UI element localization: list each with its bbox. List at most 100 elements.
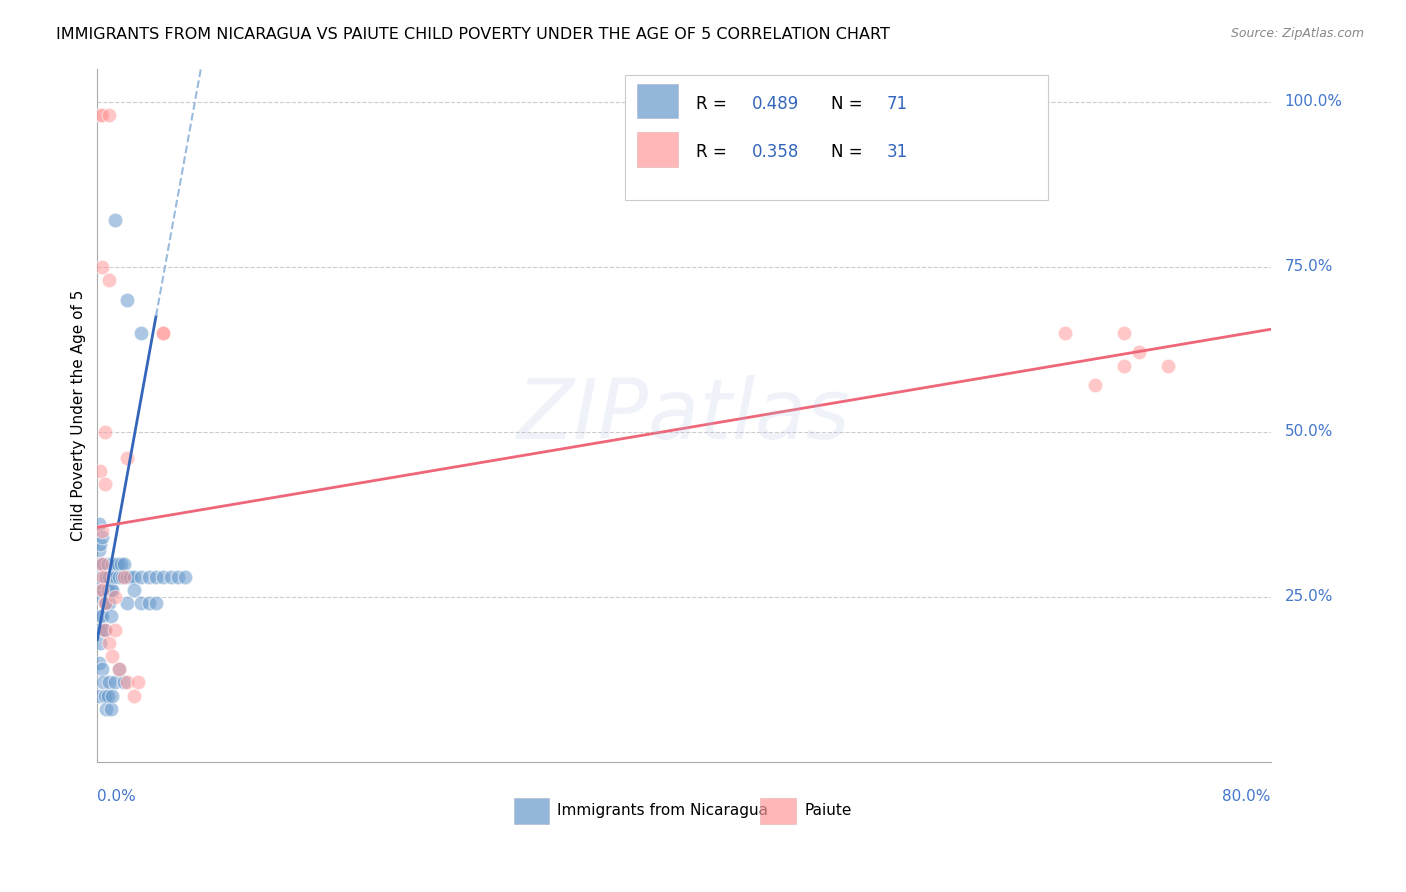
Text: Source: ZipAtlas.com: Source: ZipAtlas.com — [1230, 27, 1364, 40]
Point — [98, 675, 121, 690]
Point — [103, 570, 125, 584]
Text: 0.358: 0.358 — [752, 144, 800, 161]
Point — [93, 623, 115, 637]
Point — [90, 576, 112, 591]
Point — [89, 464, 111, 478]
Text: IMMIGRANTS FROM NICARAGUA VS PAIUTE CHILD POVERTY UNDER THE AGE OF 5 CORRELATION: IMMIGRANTS FROM NICARAGUA VS PAIUTE CHIL… — [56, 27, 890, 42]
Point — [138, 570, 160, 584]
Point — [90, 530, 112, 544]
Point — [97, 557, 120, 571]
Point — [111, 570, 134, 584]
Point — [87, 543, 110, 558]
Point — [94, 702, 117, 716]
Text: N =: N = — [831, 144, 868, 161]
Point — [152, 326, 174, 340]
Text: 80.0%: 80.0% — [1222, 789, 1271, 805]
Point — [87, 570, 110, 584]
Point — [101, 648, 124, 663]
Point — [1084, 378, 1107, 392]
Point — [87, 689, 110, 703]
Y-axis label: Child Poverty Under the Age of 5: Child Poverty Under the Age of 5 — [72, 289, 86, 541]
Point — [112, 570, 135, 584]
FancyBboxPatch shape — [626, 76, 1047, 200]
Point — [101, 689, 124, 703]
Point — [93, 596, 115, 610]
Point — [1112, 326, 1135, 340]
Point — [159, 570, 181, 584]
FancyBboxPatch shape — [761, 797, 796, 824]
Point — [100, 702, 122, 716]
Point — [90, 662, 112, 676]
Point — [104, 623, 127, 637]
Point — [152, 326, 174, 340]
Point — [98, 570, 121, 584]
Point — [131, 570, 153, 584]
Text: 50.0%: 50.0% — [1285, 424, 1333, 439]
Point — [94, 596, 117, 610]
Point — [98, 596, 121, 610]
Point — [107, 557, 129, 571]
Point — [115, 570, 138, 584]
FancyBboxPatch shape — [515, 797, 550, 824]
Text: 100.0%: 100.0% — [1285, 94, 1343, 109]
Point — [112, 675, 135, 690]
Text: Immigrants from Nicaragua: Immigrants from Nicaragua — [557, 803, 768, 818]
Point — [87, 516, 110, 531]
Text: 31: 31 — [887, 144, 908, 161]
Point — [89, 537, 111, 551]
Point — [118, 570, 141, 584]
Point — [167, 570, 190, 584]
Point — [100, 609, 122, 624]
Text: 0.489: 0.489 — [752, 95, 800, 113]
Point — [1112, 359, 1135, 373]
Point — [91, 675, 114, 690]
Point — [1128, 345, 1150, 359]
Text: R =: R = — [696, 95, 731, 113]
Point — [152, 570, 174, 584]
Point — [105, 570, 128, 584]
Point — [87, 623, 110, 637]
Point — [98, 636, 121, 650]
Text: R =: R = — [696, 144, 731, 161]
Point — [90, 582, 112, 597]
Point — [93, 570, 115, 584]
Point — [122, 689, 145, 703]
Point — [90, 524, 112, 538]
Point — [122, 570, 145, 584]
Point — [87, 656, 110, 670]
Point — [98, 108, 121, 122]
Point — [104, 213, 127, 227]
Point — [98, 273, 121, 287]
Point — [97, 582, 120, 597]
Point — [110, 557, 132, 571]
Point — [90, 557, 112, 571]
FancyBboxPatch shape — [637, 84, 678, 119]
Point — [1054, 326, 1077, 340]
Point — [89, 590, 111, 604]
Point — [104, 675, 127, 690]
Point — [115, 596, 138, 610]
Point — [112, 557, 135, 571]
Text: 0.0%: 0.0% — [97, 789, 136, 805]
Text: Paiute: Paiute — [804, 803, 852, 818]
Point — [115, 293, 138, 307]
Point — [89, 636, 111, 650]
Point — [94, 570, 117, 584]
Text: N =: N = — [831, 95, 868, 113]
Point — [100, 582, 122, 597]
Point — [89, 609, 111, 624]
Point — [115, 675, 138, 690]
Point — [97, 689, 120, 703]
Point — [91, 623, 114, 637]
Point — [127, 675, 149, 690]
Point — [115, 450, 138, 465]
Text: ZIPatlas: ZIPatlas — [517, 375, 851, 456]
Point — [108, 570, 131, 584]
FancyBboxPatch shape — [637, 132, 678, 167]
Point — [145, 596, 167, 610]
Point — [104, 557, 127, 571]
Point — [91, 582, 114, 597]
Point — [91, 570, 114, 584]
Point — [108, 662, 131, 676]
Point — [131, 596, 153, 610]
